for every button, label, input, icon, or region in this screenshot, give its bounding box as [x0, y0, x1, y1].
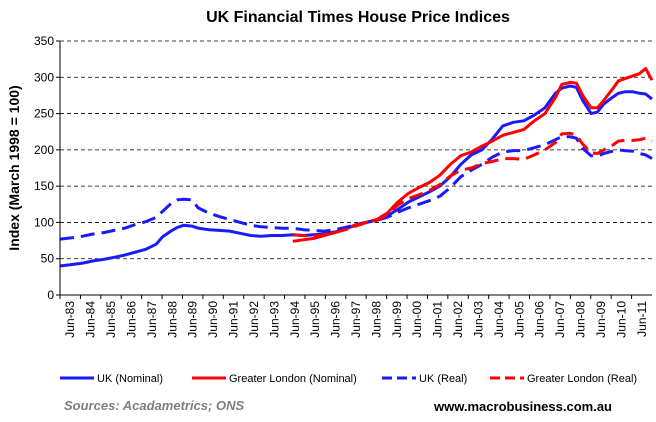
x-tick-label: Jun-94 — [288, 301, 302, 338]
sources-note: Sources: Acadametrics; ONS — [64, 398, 244, 413]
y-tick-label: 250 — [34, 107, 54, 121]
x-tick-label: Jun-90 — [206, 301, 220, 338]
x-tick-label: Jun-10 — [614, 301, 628, 338]
x-tick-label: Jun-88 — [165, 301, 179, 338]
y-tick-label: 350 — [34, 34, 54, 48]
y-axis-label: Index (March 1998 = 100) — [6, 85, 22, 250]
y-tick-label: 0 — [47, 288, 54, 302]
legend-label: Greater London (Real) — [527, 373, 637, 385]
x-tick-label: Jun-85 — [104, 301, 118, 338]
x-tick-label: Jun-99 — [390, 301, 404, 338]
chart-title: UK Financial Times House Price Indices — [206, 9, 510, 26]
y-tick-label: 200 — [34, 143, 54, 157]
x-tick-label: Jun-97 — [349, 301, 363, 338]
x-tick-label: Jun-07 — [553, 301, 567, 338]
x-tick-label: Jun-09 — [594, 301, 608, 338]
series-lines — [59, 67, 654, 268]
x-axis-ticks: Jun-83 Jun-84 Jun-85 Jun-86 Jun-87 Jun-88 Jun-… — [59, 295, 649, 338]
x-tick-label: Jun-93 — [267, 301, 281, 338]
x-tick-label: Jun-11 — [635, 301, 649, 337]
x-tick-label: Jun-86 — [124, 301, 138, 338]
x-tick-label: Jun-04 — [492, 301, 506, 338]
x-tick-label: Jun-84 — [84, 301, 98, 338]
y-tick-label: 150 — [34, 179, 54, 193]
series-line-greater-london-real — [292, 131, 653, 238]
website-label: www.macrobusiness.com.au — [433, 399, 612, 414]
gridlines — [60, 40, 652, 260]
x-tick-label: Jun-87 — [145, 301, 159, 338]
x-tick-label: Jun-05 — [512, 301, 526, 338]
x-tick-label: Jun-91 — [227, 301, 241, 338]
series-line-uk-real — [59, 135, 653, 241]
y-tick-label: 300 — [34, 70, 54, 84]
legend-label: UK (Real) — [419, 373, 467, 385]
legend-label: Greater London (Nominal) — [229, 373, 357, 385]
x-tick-label: Jun-08 — [574, 301, 588, 338]
y-tick-label: 50 — [41, 252, 55, 266]
x-tick-label: Jun-01 — [431, 301, 445, 338]
x-tick-label: Jun-95 — [308, 301, 322, 338]
series-line-uk-nominal — [59, 84, 653, 268]
x-tick-label: Jun-06 — [533, 301, 547, 338]
legend: UK (Nominal) Greater London (Nominal) UK (… — [60, 373, 637, 385]
x-tick-label: Jun-02 — [451, 301, 465, 338]
legend-label: UK (Nominal) — [97, 373, 163, 385]
x-tick-label: Jun-83 — [63, 301, 77, 338]
x-tick-label: Jun-03 — [471, 301, 485, 338]
x-tick-label: Jun-89 — [186, 301, 200, 338]
x-tick-label: Jun-92 — [247, 301, 261, 338]
x-tick-label: Jun-96 — [329, 301, 343, 338]
y-tick-label: 100 — [34, 215, 54, 229]
y-axis-ticks: 0 50 100 150 200 250 300 350 — [34, 34, 60, 302]
x-tick-label: Jun-98 — [369, 301, 383, 338]
x-tick-label: Jun-00 — [410, 301, 424, 338]
